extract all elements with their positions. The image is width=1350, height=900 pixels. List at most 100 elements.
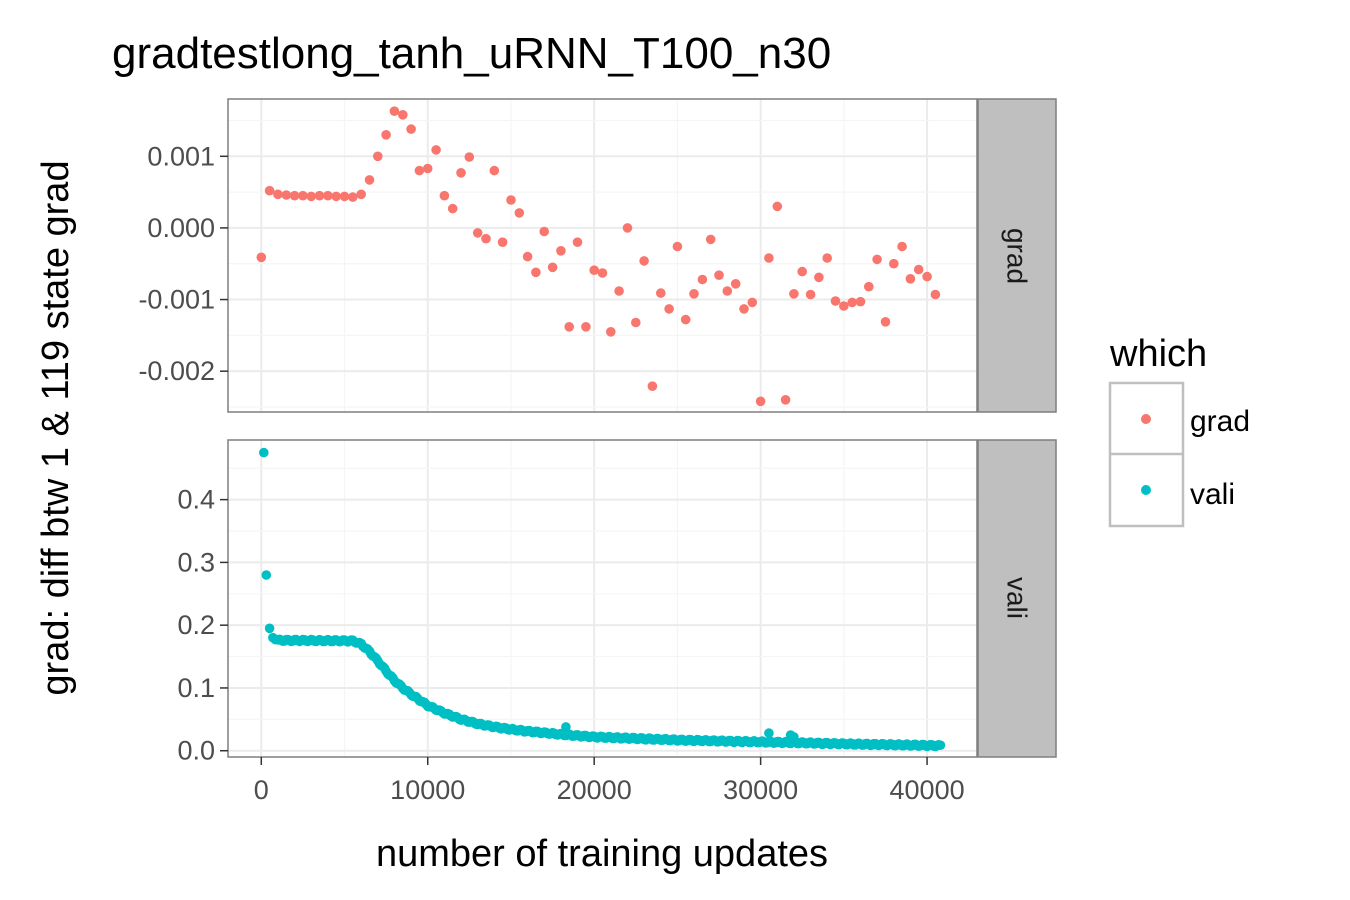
grad-point — [822, 253, 832, 263]
grad-point — [489, 165, 500, 176]
grad-point — [780, 395, 791, 405]
vali-panel: vali 0.0 0.1 0.2 0.3 0.4 — [177, 439, 1057, 766]
grad-point — [639, 256, 649, 266]
grad-point — [406, 124, 416, 134]
grad-point — [414, 165, 425, 176]
vali-point — [270, 634, 281, 645]
y-tick-label: 0.3 — [177, 547, 215, 577]
vali-point — [264, 623, 275, 634]
y-tick-label: 0.2 — [177, 610, 215, 640]
grad-point — [431, 145, 441, 155]
grad-point — [672, 241, 683, 252]
grad-point — [339, 191, 350, 202]
grad-point — [855, 296, 866, 307]
y-tick-label: 0.4 — [177, 485, 215, 515]
chart-title: gradtestlong_tanh_uRNN_T100_n30 — [112, 29, 831, 78]
grad-point — [331, 191, 342, 202]
x-tick-label: 20000 — [557, 775, 632, 805]
grad-point — [814, 272, 824, 283]
grad-strip-label: grad — [1002, 228, 1033, 284]
grad-point — [764, 253, 774, 263]
grad-panel-background — [228, 99, 977, 412]
grad-point — [631, 317, 641, 328]
grad-point — [481, 233, 491, 244]
vali-panel-y-axis: 0.0 0.1 0.2 0.3 0.4 — [177, 485, 228, 766]
grad-point — [314, 190, 325, 201]
grad-point — [930, 289, 941, 300]
grad-panel-border — [227, 98, 978, 413]
vali-panel-grid — [228, 440, 977, 757]
grad-panel-grid — [228, 99, 977, 412]
y-tick-label: 0.001 — [147, 141, 215, 171]
grad-point — [581, 322, 591, 332]
vali-panel-points — [259, 447, 946, 752]
grad-point — [606, 327, 616, 337]
grad-point — [797, 266, 807, 277]
grad-point — [714, 270, 724, 281]
grad-point — [730, 279, 741, 289]
grad-point — [880, 317, 891, 327]
legend-label-grad: grad — [1190, 405, 1250, 438]
grad-point — [373, 151, 383, 162]
grad-point — [514, 208, 525, 218]
grad-point — [298, 190, 308, 201]
grad-point — [697, 274, 708, 285]
grad-point — [772, 201, 783, 212]
grad-point — [281, 190, 292, 200]
legend-label-vali: vali — [1190, 478, 1235, 511]
grad-point — [622, 223, 633, 233]
grad-point — [805, 289, 816, 300]
y-axis-label: grad: diff btw 1 & 119 state grad — [35, 160, 77, 695]
grad-point — [456, 168, 466, 178]
grad-point — [323, 190, 333, 201]
grad-point — [572, 237, 583, 247]
vali-point — [789, 732, 799, 742]
vali-point — [764, 728, 774, 738]
grad-point — [839, 301, 849, 311]
grad-point — [389, 106, 400, 116]
vali-point — [561, 722, 571, 732]
grad-point — [739, 304, 749, 314]
y-tick-label: 0.0 — [177, 736, 215, 766]
vali-panel-background — [228, 440, 977, 757]
grad-point — [447, 203, 458, 214]
y-tick-label: -0.001 — [138, 285, 215, 315]
grad-point — [506, 195, 516, 205]
grad-point — [614, 286, 624, 296]
legend-key-vali — [1141, 485, 1151, 495]
y-tick-label: -0.002 — [138, 356, 215, 386]
grad-point — [264, 185, 275, 196]
grad-point — [364, 175, 375, 185]
grad-point — [356, 189, 367, 200]
grad-point — [864, 281, 874, 292]
legend-key-grad — [1141, 414, 1151, 424]
grad-point — [664, 304, 674, 314]
grad-point — [597, 268, 608, 278]
grad-panel-y-axis: 0.001 0.000 -0.001 -0.002 — [138, 141, 228, 386]
grad-point — [398, 110, 408, 120]
grad-point — [647, 381, 658, 392]
x-tick-label: 30000 — [723, 775, 798, 805]
grad-point — [705, 234, 716, 245]
grad-point — [556, 246, 566, 256]
x-axis-label: number of training updates — [376, 833, 828, 875]
grad-point — [755, 396, 766, 407]
grad-point — [539, 226, 549, 237]
x-tick-label: 0 — [254, 775, 269, 805]
grad-point — [689, 289, 699, 299]
vali-point — [259, 447, 269, 458]
grad-point — [830, 296, 841, 306]
legend: which grad vali — [1108, 333, 1250, 528]
grad-point — [273, 189, 283, 200]
grad-point — [747, 297, 758, 308]
vali-panel-border — [227, 439, 978, 758]
grad-point — [348, 192, 358, 202]
x-tick-label: 10000 — [390, 775, 465, 805]
grad-point — [547, 262, 558, 273]
grad-point — [905, 274, 916, 284]
grad-point — [439, 190, 450, 201]
legend-title: which — [1109, 333, 1207, 375]
vali-point — [261, 570, 272, 580]
grad-point — [472, 228, 483, 238]
